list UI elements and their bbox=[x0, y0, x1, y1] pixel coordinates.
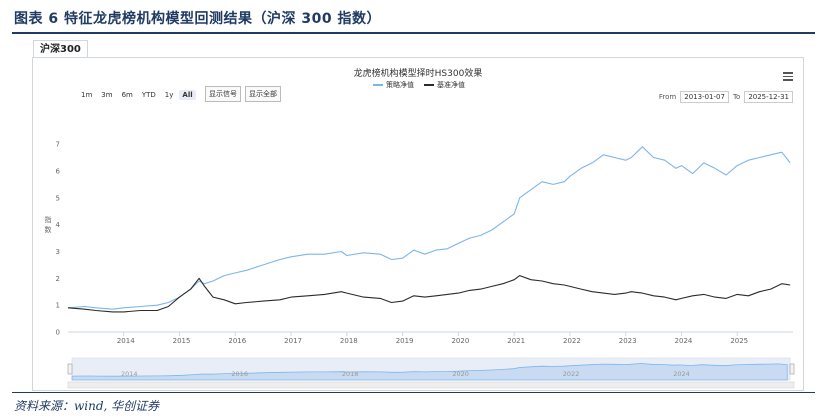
legend-label-strategy: 策略净值 bbox=[386, 81, 414, 89]
navigator-tick-label: 2020 bbox=[452, 370, 469, 378]
y-axis-label: 指 bbox=[45, 215, 52, 224]
navigator-tick-label: 2022 bbox=[563, 370, 580, 378]
navigator-tick-label: 2024 bbox=[673, 370, 690, 378]
to-input[interactable]: 2025-12-31 bbox=[744, 91, 793, 103]
navigator-tick-label: 2016 bbox=[231, 370, 248, 378]
x-tick-label: 2022 bbox=[563, 337, 581, 345]
x-tick-label: 2018 bbox=[340, 337, 358, 345]
chart-panel: 龙虎榜机构模型择时HS300效果 策略净值 基准净值 1m 3m 6m YTD … bbox=[32, 57, 804, 391]
legend-swatch-strategy bbox=[373, 84, 383, 86]
zoom-3m-button[interactable]: 3m bbox=[101, 91, 113, 99]
navigator-series bbox=[71, 363, 788, 381]
zoom-6m-button[interactable]: 6m bbox=[121, 91, 133, 99]
y-tick-label: 0 bbox=[56, 329, 60, 337]
y-tick-label: 7 bbox=[56, 141, 60, 149]
y-tick-label: 3 bbox=[56, 248, 60, 256]
zoom-all-button[interactable]: All bbox=[179, 90, 196, 100]
x-tick-label: 2021 bbox=[507, 337, 525, 345]
zoom-buttons: 1m 3m 6m YTD 1y All bbox=[78, 90, 196, 100]
x-tick-label: 2015 bbox=[173, 337, 191, 345]
legend-label-benchmark: 基准净值 bbox=[437, 81, 465, 89]
y-tick-label: 5 bbox=[56, 194, 60, 202]
legend: 策略净值 基准净值 bbox=[373, 80, 465, 90]
show-all-button[interactable]: 显示全部 bbox=[245, 86, 281, 102]
show-signal-button[interactable]: 显示信号 bbox=[205, 86, 241, 102]
strategy-line bbox=[67, 146, 791, 310]
legend-swatch-benchmark bbox=[424, 84, 434, 86]
navigator-scrollbar bbox=[67, 381, 795, 389]
hamburger-menu-icon[interactable] bbox=[783, 70, 793, 83]
x-tick-label: 2025 bbox=[730, 337, 748, 345]
zoom-1y-button[interactable]: 1y bbox=[164, 91, 174, 99]
y-tick-label: 2 bbox=[56, 275, 60, 283]
zoom-ytd-button[interactable]: YTD bbox=[141, 91, 156, 99]
date-range: From 2013-01-07 To 2025-12-31 bbox=[659, 91, 793, 103]
navigator-tick-label: 2018 bbox=[342, 370, 359, 378]
x-tick-label: 2023 bbox=[619, 337, 637, 345]
benchmark-line bbox=[67, 275, 791, 313]
chart-title: 龙虎榜机构模型择时HS300效果 bbox=[353, 69, 483, 79]
x-tick-label: 2014 bbox=[117, 337, 135, 345]
legend-item-benchmark[interactable]: 基准净值 bbox=[424, 80, 465, 90]
navigator-left-handle bbox=[67, 363, 73, 375]
legend-item-strategy[interactable]: 策略净值 bbox=[373, 80, 414, 90]
y-tick-label: 1 bbox=[56, 302, 60, 310]
x-tick-label: 2016 bbox=[228, 337, 246, 345]
x-tick-label: 2020 bbox=[451, 337, 469, 345]
x-tick-label: 2024 bbox=[675, 337, 693, 345]
tab-hs300[interactable]: 沪深300 bbox=[33, 40, 88, 58]
x-tick-label: 2017 bbox=[284, 337, 302, 345]
x-tick-label: 2019 bbox=[396, 337, 414, 345]
bottom-rule bbox=[12, 392, 815, 393]
y-axis-label: 数 bbox=[45, 225, 52, 234]
top-rule bbox=[12, 32, 815, 34]
figure-title: 图表 6 特征龙虎榜机构模型回测结果（沪深 300 指数） bbox=[14, 11, 381, 27]
from-input[interactable]: 2013-01-07 bbox=[680, 91, 729, 103]
y-tick-label: 4 bbox=[56, 221, 61, 229]
y-tick-label: 6 bbox=[56, 167, 61, 175]
zoom-1m-button[interactable]: 1m bbox=[81, 91, 93, 99]
source-note: 资料来源：wind, 华创证券 bbox=[14, 399, 160, 413]
to-label: To bbox=[732, 93, 741, 101]
navigator-right-handle bbox=[789, 363, 795, 375]
from-label: From bbox=[658, 93, 677, 101]
navigator-tick-label: 2014 bbox=[121, 370, 138, 378]
